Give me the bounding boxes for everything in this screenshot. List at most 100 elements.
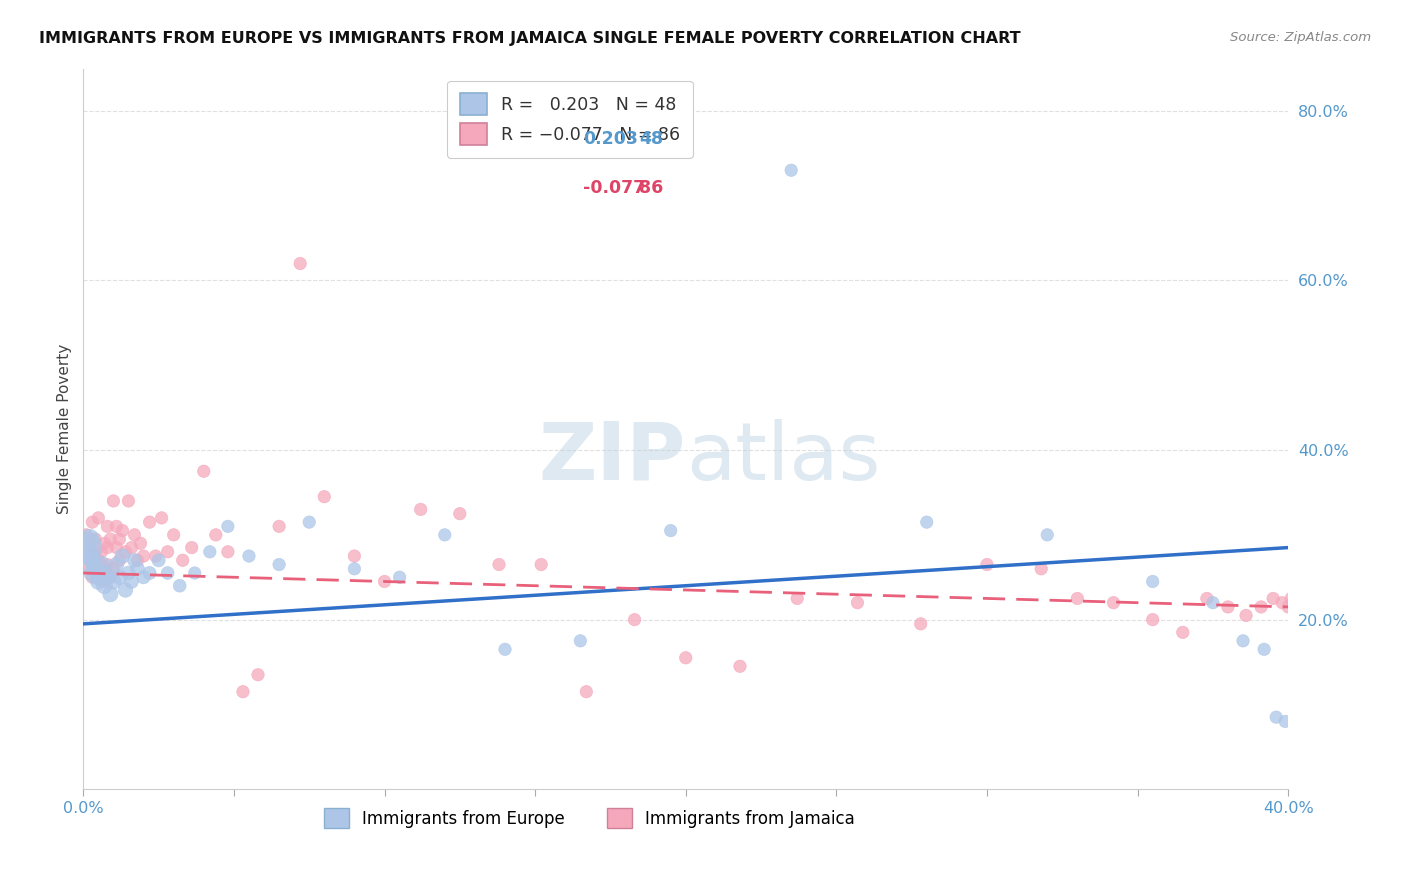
Point — [114, 582, 136, 597]
Point — [90, 545, 112, 559]
Point — [388, 570, 411, 584]
Point — [217, 545, 239, 559]
Point — [1250, 599, 1272, 614]
Text: Source: ZipAtlas.com: Source: ZipAtlas.com — [1230, 31, 1371, 45]
Point — [1279, 591, 1302, 606]
Point — [728, 659, 751, 673]
Point — [96, 541, 118, 555]
Point — [198, 545, 221, 559]
Point — [232, 684, 254, 698]
Point — [75, 545, 97, 559]
Point — [1036, 528, 1059, 542]
Point — [180, 541, 202, 555]
Point — [103, 574, 125, 589]
Point — [193, 464, 215, 478]
Point — [87, 511, 110, 525]
Point — [1298, 591, 1320, 606]
Point — [100, 570, 122, 584]
Point — [343, 549, 366, 563]
Point — [87, 570, 110, 584]
Point — [1286, 596, 1309, 610]
Point — [138, 566, 160, 580]
Point — [148, 553, 170, 567]
Point — [114, 545, 136, 559]
Point — [145, 549, 167, 563]
Text: ZIP: ZIP — [538, 418, 686, 497]
Point — [786, 591, 808, 606]
Point — [75, 528, 97, 542]
Text: IMMIGRANTS FROM EUROPE VS IMMIGRANTS FROM JAMAICA SINGLE FEMALE POVERTY CORRELAT: IMMIGRANTS FROM EUROPE VS IMMIGRANTS FRO… — [39, 31, 1021, 46]
Point — [169, 579, 191, 593]
Point — [117, 566, 139, 580]
Point — [96, 519, 118, 533]
Point — [111, 524, 134, 538]
Point — [288, 256, 311, 270]
Point — [298, 515, 321, 529]
Point — [93, 566, 115, 580]
Point — [93, 579, 115, 593]
Point — [124, 528, 146, 542]
Point — [910, 616, 932, 631]
Point — [93, 562, 115, 576]
Point — [163, 528, 186, 542]
Point — [82, 566, 104, 580]
Point — [127, 562, 149, 576]
Point — [1066, 591, 1088, 606]
Point — [150, 511, 173, 525]
Point — [780, 163, 803, 178]
Point — [156, 566, 179, 580]
Point — [138, 515, 160, 529]
Point — [84, 532, 107, 546]
Point — [1102, 596, 1125, 610]
Point — [659, 524, 682, 538]
Point — [90, 558, 112, 572]
Point — [84, 562, 107, 576]
Point — [82, 570, 104, 584]
Point — [846, 596, 869, 610]
Point — [976, 558, 998, 572]
Point — [1295, 599, 1317, 614]
Text: 48: 48 — [640, 130, 664, 148]
Point — [111, 549, 134, 563]
Point — [530, 558, 553, 572]
Point — [87, 553, 110, 567]
Point — [132, 549, 155, 563]
Point — [100, 587, 122, 601]
Point — [108, 570, 131, 584]
Point — [121, 574, 143, 589]
Point — [488, 558, 510, 572]
Point — [108, 532, 131, 546]
Point — [82, 553, 104, 567]
Point — [79, 562, 101, 576]
Point — [247, 667, 270, 681]
Point — [96, 570, 118, 584]
Point — [75, 541, 97, 555]
Point — [1289, 599, 1312, 614]
Point — [82, 553, 104, 567]
Point — [82, 515, 104, 529]
Point — [105, 541, 128, 555]
Point — [1253, 642, 1275, 657]
Point — [238, 549, 260, 563]
Point — [1277, 599, 1299, 614]
Point — [569, 633, 592, 648]
Point — [100, 532, 122, 546]
Point — [127, 553, 149, 567]
Point — [184, 566, 207, 580]
Point — [124, 553, 146, 567]
Point — [87, 570, 110, 584]
Point — [1265, 710, 1288, 724]
Point — [117, 494, 139, 508]
Point — [1284, 599, 1306, 614]
Text: -0.077: -0.077 — [583, 179, 645, 197]
Point — [205, 528, 228, 542]
Legend: Immigrants from Europe, Immigrants from Jamaica: Immigrants from Europe, Immigrants from … — [318, 801, 862, 835]
Point — [87, 574, 110, 589]
Point — [156, 545, 179, 559]
Point — [217, 519, 239, 533]
Point — [1274, 714, 1296, 729]
Point — [121, 541, 143, 555]
Point — [1232, 633, 1254, 648]
Point — [1292, 613, 1315, 627]
Point — [269, 558, 291, 572]
